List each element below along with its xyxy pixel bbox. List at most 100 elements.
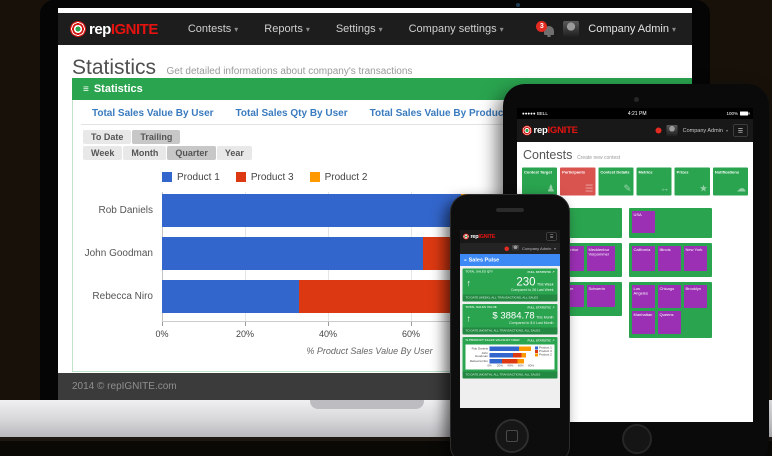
full-statistic-link[interactable]: FULL STATISTIC↗: [527, 306, 555, 310]
comment-icon: ☁: [736, 183, 746, 195]
carrier-label: BELL: [536, 111, 548, 116]
card-filters: TO DATE (MONTH), ALL TRANSACTIONS, ALL S…: [462, 327, 558, 335]
tile[interactable]: Schwerin: [587, 285, 615, 307]
menu-contests[interactable]: Contests ▾: [187, 23, 239, 35]
tick-label: 0%: [487, 364, 492, 368]
tile[interactable]: USA: [632, 211, 655, 233]
chevron-down-icon: ▾: [725, 128, 728, 134]
x-axis-title: % Product Sales Value By User: [306, 346, 433, 356]
tablet-navbar: rep IGNITE Company Admin ▾ ☰: [517, 119, 753, 142]
card-title: TOTAL SALES QTY: [465, 270, 494, 274]
logo[interactable]: rep IGNITE: [70, 21, 158, 38]
notification-badge[interactable]: [655, 127, 662, 134]
bar-segment-product-2: [519, 346, 532, 351]
page-subtitle: Get detailed informations about company'…: [166, 66, 413, 77]
quarter-button[interactable]: Quarter: [167, 146, 216, 160]
card-filters: TO DATE (WEEK), ALL TRANSACTIONS, ALL SA…: [462, 294, 558, 302]
legend-item: Product 3: [535, 350, 553, 353]
phone-body: TOTAL SALES QTY FULL STATISTIC↗ ↑ 230 Thi…: [460, 266, 560, 379]
phone-home-button[interactable]: [495, 419, 529, 453]
target-logo-icon: [463, 233, 469, 240]
step-notifications[interactable]: Notifications ☁: [712, 167, 748, 196]
tick-mark: [328, 322, 329, 326]
tick-label: 60%: [401, 329, 421, 339]
legend-swatch: [535, 346, 538, 350]
clock: 4:21 PM: [627, 110, 647, 117]
logo-ignite: IGNITE: [478, 233, 496, 240]
notification-badge[interactable]: [504, 246, 510, 251]
phone-speaker: [496, 208, 524, 212]
tile[interactable]: Los Angeles: [632, 285, 655, 308]
full-statistic-link[interactable]: FULL STATISTIC↗: [527, 339, 555, 343]
page-heading: Statistics Get detailed informations abo…: [72, 56, 412, 80]
user-menu[interactable]: Company Admin ▾: [588, 23, 676, 35]
external-link-icon: ↗: [551, 271, 555, 274]
trailing-button[interactable]: Trailing: [132, 130, 181, 144]
logo-rep: rep: [89, 20, 111, 38]
phone-screen: rep IGNITE ☰ Company Admin ▾ ≡ Sales Puls…: [460, 230, 560, 408]
up-arrow-icon: ↑: [466, 278, 472, 288]
legend-swatch: [235, 172, 246, 182]
menu-company-settings[interactable]: Company settings ▾: [408, 23, 504, 35]
range-button-group: To Date Trailing: [83, 130, 181, 144]
year-button[interactable]: Year: [216, 146, 252, 160]
avatar[interactable]: [666, 125, 678, 136]
notifications-button[interactable]: 3: [536, 21, 555, 37]
bar-stack: [489, 352, 542, 358]
category-label: Rob Daniels: [471, 347, 488, 351]
sales-pulse-header: ≡ Sales Pulse: [460, 254, 560, 266]
user-menu[interactable]: Company Admin ▾: [522, 246, 556, 251]
to-date-button[interactable]: To Date: [83, 130, 132, 144]
list-icon: ≡: [83, 84, 89, 95]
kpi-card-mini-chart: % PRODUCT SALES VALUE BY USER FULL STATI…: [462, 337, 558, 379]
tile[interactable]: Chicago: [658, 285, 681, 308]
user-menu[interactable]: Company Admin ▾: [682, 127, 728, 134]
menu-settings[interactable]: Settings ▾: [335, 23, 383, 35]
tick-mark: [245, 322, 246, 326]
week-button[interactable]: Week: [83, 146, 123, 160]
laptop-base-shadow: [0, 437, 772, 441]
target-logo-icon: [70, 21, 86, 37]
bar-segment-product-1: [162, 237, 424, 270]
tab-total-sales-value-by-user[interactable]: Total Sales Value By User: [92, 108, 214, 119]
user-icon: ♟: [546, 183, 556, 195]
tab-total-sales-qty-by-user[interactable]: Total Sales Qty By User: [235, 108, 348, 119]
bar-segment-product-3: [501, 359, 518, 364]
tab-total-sales-value-by-product[interactable]: Total Sales Value By Product: [369, 108, 507, 119]
step-prizes[interactable]: Prizes ★: [674, 167, 710, 196]
tablet-status-bar: ●●●●● BELL 4:21 PM 100%: [517, 108, 753, 119]
step-metrics[interactable]: Metrics ↔: [636, 167, 672, 196]
tile[interactable]: New York: [684, 246, 707, 271]
battery-icon: [740, 111, 750, 116]
tile[interactable]: Queens: [658, 311, 681, 334]
full-statistic-link[interactable]: FULL STATISTIC↗: [527, 271, 555, 274]
bar-segment-product-2: [521, 352, 526, 358]
hamburger-menu-button[interactable]: ☰: [733, 124, 748, 137]
step-contest-details[interactable]: Contest Details ✎: [598, 167, 634, 196]
arrows-icon: ↔: [660, 183, 670, 195]
wizard-steps: Contest Target ♟ Participants ☰ Contest De…: [517, 163, 753, 196]
menu-reports[interactable]: Reports ▾: [264, 23, 310, 35]
step-contest-target[interactable]: Contest Target ♟: [522, 167, 558, 196]
legend-item: Product 1: [162, 172, 220, 183]
avatar[interactable]: [512, 245, 520, 252]
tile[interactable]: Manhattan: [632, 311, 655, 334]
step-participants[interactable]: Participants ☰: [560, 167, 596, 196]
month-button[interactable]: Month: [123, 146, 167, 160]
category-label: John Goodman: [84, 248, 153, 259]
tile[interactable]: Brooklyn: [684, 285, 707, 308]
tick-label: 40%: [507, 364, 514, 368]
tile[interactable]: Mecklenbur Vorpommer: [587, 246, 615, 271]
tile-column-right: USA California Illinois New York Los Ang…: [629, 208, 712, 343]
card-title: TOTAL SALES VALUE: [465, 306, 497, 309]
tick-label: 80%: [528, 364, 535, 368]
tablet-home-button[interactable]: [622, 424, 652, 454]
battery-percent: 100%: [726, 111, 738, 116]
tile[interactable]: California: [632, 246, 655, 271]
tile[interactable]: Illinois: [658, 246, 681, 271]
phone-frame: rep IGNITE ☰ Company Admin ▾ ≡ Sales Puls…: [450, 194, 570, 456]
x-axis: 0% 20% 40% 60%: [155, 322, 577, 344]
avatar[interactable]: [563, 21, 580, 37]
list-icon: ≡: [464, 257, 467, 263]
hamburger-menu-button[interactable]: ☰: [546, 232, 557, 241]
